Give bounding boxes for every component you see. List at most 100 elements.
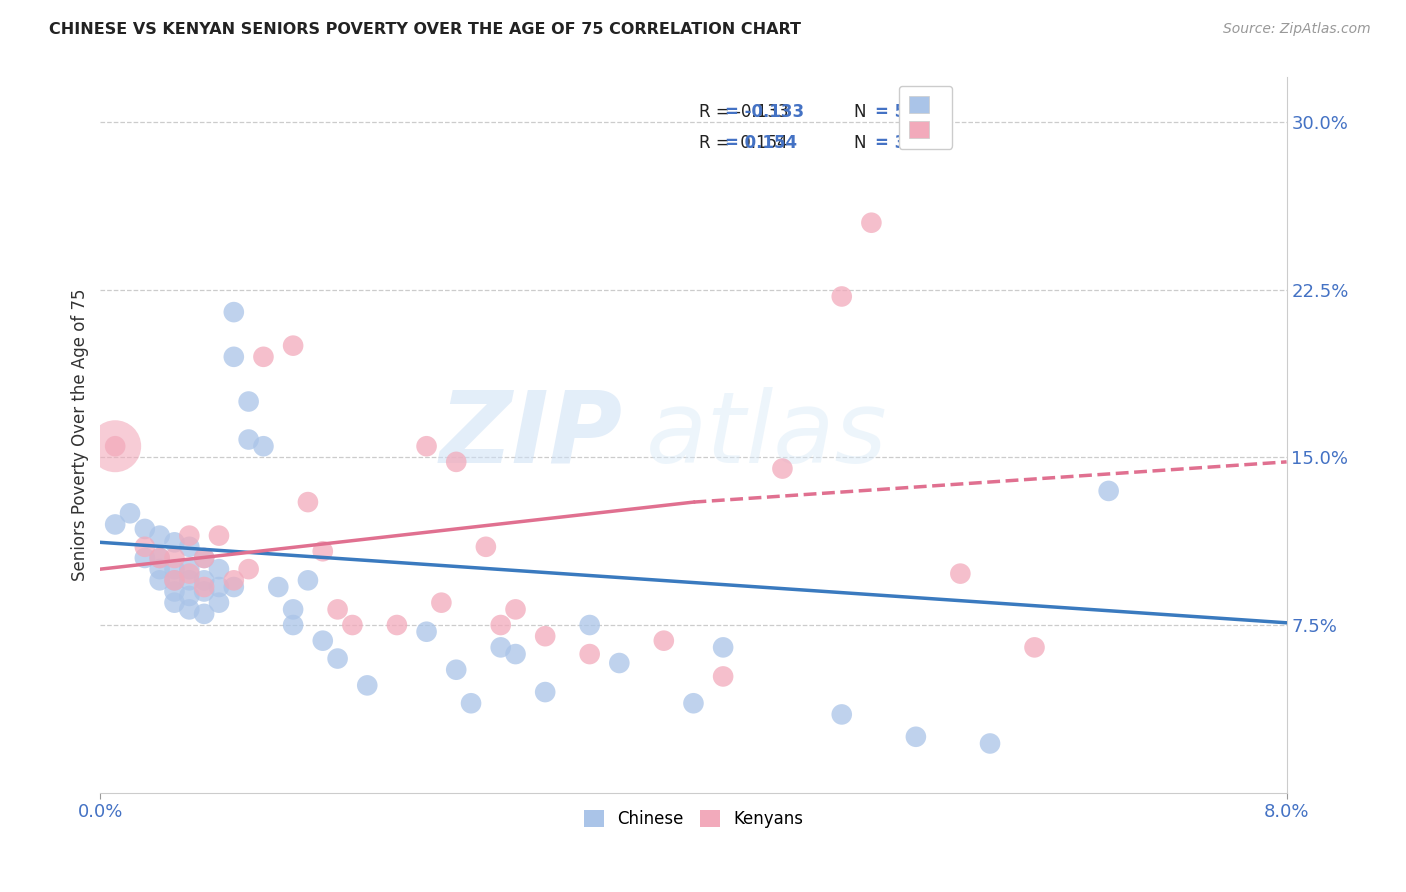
Point	[267, 580, 290, 594]
Point	[489, 618, 512, 632]
Point	[179, 540, 201, 554]
Point	[179, 574, 201, 588]
Point	[489, 640, 512, 655]
Point	[534, 629, 557, 643]
Point	[118, 506, 141, 520]
Point	[505, 602, 527, 616]
Point	[342, 618, 364, 632]
Point	[134, 540, 156, 554]
Point	[831, 707, 853, 722]
Point	[193, 551, 215, 566]
Point	[297, 495, 319, 509]
Point	[149, 551, 172, 566]
Point	[326, 651, 349, 665]
Point	[193, 580, 215, 594]
Point	[222, 574, 245, 588]
Point	[163, 562, 186, 576]
Point	[208, 562, 231, 576]
Point	[312, 633, 335, 648]
Point	[415, 624, 437, 639]
Point	[134, 551, 156, 566]
Point	[208, 528, 231, 542]
Point	[326, 602, 349, 616]
Point	[1098, 483, 1121, 498]
Point	[831, 289, 853, 303]
Point	[652, 633, 675, 648]
Point	[444, 455, 467, 469]
Point	[104, 439, 127, 453]
Point	[682, 696, 704, 710]
Point	[149, 574, 172, 588]
Y-axis label: Seniors Poverty Over the Age of 75: Seniors Poverty Over the Age of 75	[72, 289, 89, 582]
Point	[163, 596, 186, 610]
Point	[385, 618, 408, 632]
Legend: Chinese, Kenyans: Chinese, Kenyans	[576, 803, 810, 834]
Point	[312, 544, 335, 558]
Point	[179, 602, 201, 616]
Text: CHINESE VS KENYAN SENIORS POVERTY OVER THE AGE OF 75 CORRELATION CHART: CHINESE VS KENYAN SENIORS POVERTY OVER T…	[49, 22, 801, 37]
Point	[208, 580, 231, 594]
Point	[208, 596, 231, 610]
Point	[430, 596, 453, 610]
Point	[415, 439, 437, 453]
Point	[222, 580, 245, 594]
Point	[281, 618, 304, 632]
Point	[193, 574, 215, 588]
Point	[193, 584, 215, 599]
Text: = 0.154: = 0.154	[725, 134, 797, 153]
Point	[238, 433, 260, 447]
Point	[1024, 640, 1046, 655]
Point	[281, 602, 304, 616]
Point	[193, 607, 215, 621]
Point	[578, 647, 600, 661]
Point	[252, 439, 274, 453]
Point	[356, 678, 378, 692]
Point	[238, 562, 260, 576]
Point	[163, 551, 186, 566]
Text: = 34: = 34	[875, 134, 918, 153]
Point	[179, 589, 201, 603]
Point	[238, 394, 260, 409]
Point	[904, 730, 927, 744]
Point	[444, 663, 467, 677]
Text: = -0.133: = -0.133	[725, 103, 804, 120]
Text: ZIP: ZIP	[439, 386, 623, 483]
Point	[711, 669, 734, 683]
Point	[222, 350, 245, 364]
Text: R = -0.133: R = -0.133	[699, 103, 789, 120]
Point	[770, 461, 793, 475]
Text: N: N	[853, 134, 872, 153]
Point	[163, 535, 186, 549]
Point	[979, 737, 1001, 751]
Text: Source: ZipAtlas.com: Source: ZipAtlas.com	[1223, 22, 1371, 37]
Point	[222, 305, 245, 319]
Point	[949, 566, 972, 581]
Point	[163, 574, 186, 588]
Point	[163, 584, 186, 599]
Point	[281, 338, 304, 352]
Point	[460, 696, 482, 710]
Point	[711, 640, 734, 655]
Point	[163, 574, 186, 588]
Text: = 52: = 52	[875, 103, 918, 120]
Point	[578, 618, 600, 632]
Point	[607, 656, 630, 670]
Point	[179, 528, 201, 542]
Point	[297, 574, 319, 588]
Text: N: N	[853, 103, 872, 120]
Point	[179, 562, 201, 576]
Point	[193, 551, 215, 566]
Point	[860, 216, 883, 230]
Point	[134, 522, 156, 536]
Point	[104, 517, 127, 532]
Text: atlas: atlas	[645, 386, 887, 483]
Point	[149, 551, 172, 566]
Text: R =  0.154: R = 0.154	[699, 134, 787, 153]
Point	[179, 566, 201, 581]
Point	[505, 647, 527, 661]
Point	[534, 685, 557, 699]
Point	[104, 439, 127, 453]
Point	[252, 350, 274, 364]
Point	[149, 562, 172, 576]
Point	[149, 528, 172, 542]
